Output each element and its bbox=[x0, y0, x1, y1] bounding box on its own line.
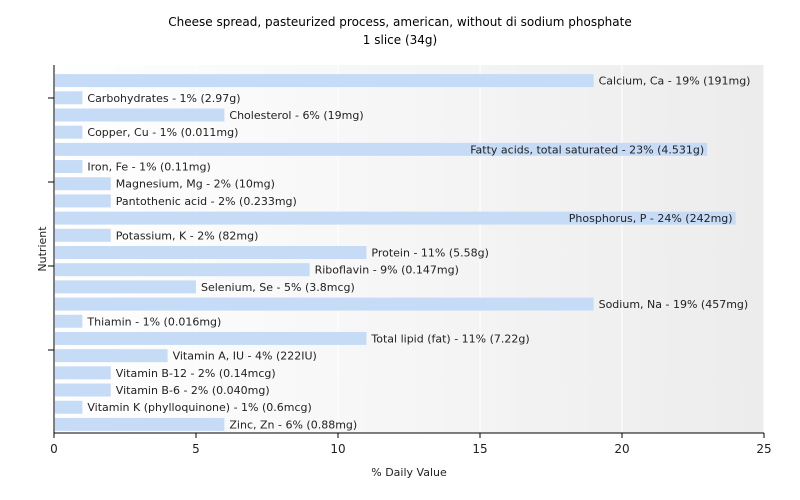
bar bbox=[55, 228, 111, 242]
bar bbox=[55, 74, 594, 88]
x-tick-label: 15 bbox=[472, 442, 487, 456]
bar-label: Vitamin B-6 - 2% (0.040mg) bbox=[116, 384, 270, 397]
bar bbox=[55, 91, 83, 105]
bar bbox=[55, 417, 225, 431]
bar bbox=[55, 263, 310, 277]
x-tick-label: 10 bbox=[330, 442, 345, 456]
bar-label: Iron, Fe - 1% (0.11mg) bbox=[87, 161, 210, 174]
bar-label: Selenium, Se - 5% (3.8mcg) bbox=[201, 281, 355, 294]
bar-label: Pantothenic acid - 2% (0.233mg) bbox=[116, 195, 297, 208]
x-tick-label: 5 bbox=[192, 442, 200, 456]
x-tick-label: 20 bbox=[614, 442, 629, 456]
bar-label: Vitamin K (phylloquinone) - 1% (0.6mcg) bbox=[87, 401, 311, 414]
bar-label: Protein - 11% (5.58g) bbox=[371, 247, 489, 260]
bar bbox=[55, 177, 111, 191]
chart-subtitle: 1 slice (34g) bbox=[362, 33, 438, 47]
bar bbox=[55, 366, 111, 380]
x-tick-label: 25 bbox=[756, 442, 771, 456]
x-axis-title: % Daily Value bbox=[371, 466, 447, 479]
bar bbox=[55, 125, 83, 139]
bar-label: Carbohydrates - 1% (2.97g) bbox=[87, 92, 240, 105]
bar-label: Vitamin A, IU - 4% (222IU) bbox=[173, 350, 317, 363]
bar-label: Riboflavin - 9% (0.147mg) bbox=[315, 264, 459, 277]
bar-label: Total lipid (fat) - 11% (7.22g) bbox=[370, 332, 529, 345]
chart-title: Cheese spread, pasteurized process, amer… bbox=[168, 15, 632, 29]
bar bbox=[55, 108, 225, 122]
bar bbox=[55, 160, 83, 174]
y-axis-title: Nutrient bbox=[36, 226, 49, 272]
bar-label: Potassium, K - 2% (82mg) bbox=[116, 229, 259, 242]
bar-label: Zinc, Zn - 6% (0.88mg) bbox=[229, 418, 357, 431]
bar-label: Copper, Cu - 1% (0.011mg) bbox=[87, 126, 238, 139]
bar bbox=[55, 331, 367, 345]
bar-label: Magnesium, Mg - 2% (10mg) bbox=[116, 178, 275, 191]
bar bbox=[55, 383, 111, 397]
bar-label: Fatty acids, total saturated - 23% (4.53… bbox=[470, 143, 704, 156]
bar bbox=[55, 314, 83, 328]
bar bbox=[55, 400, 83, 414]
bar bbox=[55, 194, 111, 208]
bar-label: Vitamin B-12 - 2% (0.14mcg) bbox=[116, 367, 276, 380]
bar bbox=[55, 297, 594, 311]
bar bbox=[55, 246, 367, 259]
bar-label: Thiamin - 1% (0.016mg) bbox=[86, 315, 221, 328]
bar-label: Phosphorus, P - 24% (242mg) bbox=[569, 212, 733, 225]
bar-label: Calcium, Ca - 19% (191mg) bbox=[599, 75, 751, 88]
bar bbox=[55, 142, 708, 156]
bar bbox=[55, 349, 168, 363]
bar-label: Cholesterol - 6% (19mg) bbox=[229, 109, 363, 122]
x-tick-label: 0 bbox=[50, 442, 58, 456]
bar bbox=[55, 211, 736, 225]
bar-label: Sodium, Na - 19% (457mg) bbox=[599, 298, 749, 311]
bar bbox=[55, 280, 196, 294]
